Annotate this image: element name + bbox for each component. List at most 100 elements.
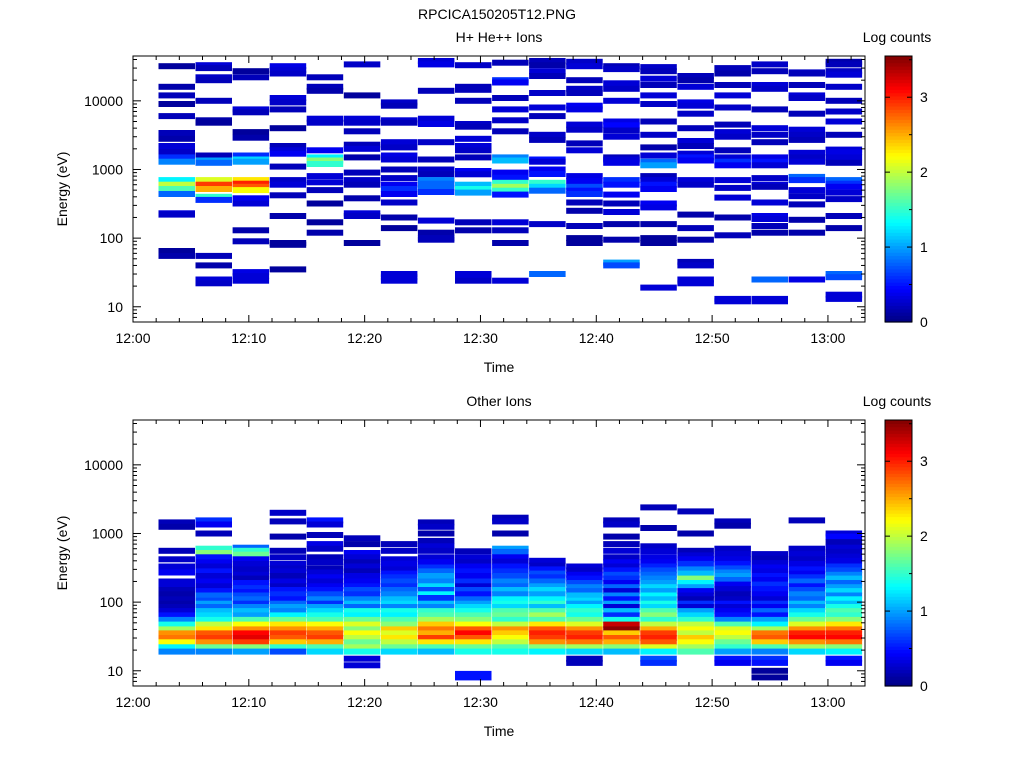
heatmap-cell: [640, 596, 677, 603]
heatmap-cell: [417, 583, 455, 590]
heatmap-cell: [566, 621, 603, 628]
heatmap-cell: [677, 236, 714, 243]
heatmap-cell: [232, 547, 270, 554]
heatmap-cell: [751, 644, 788, 651]
colorbar-segment: [885, 553, 912, 557]
x-axis-label: Time: [484, 723, 515, 739]
heatmap-cell: [158, 591, 195, 598]
colorbar-segment: [885, 426, 912, 431]
heatmap-cell: [677, 556, 714, 563]
heatmap-cell: [195, 600, 232, 607]
colorbar-segment: [885, 318, 912, 323]
heatmap-cell: [269, 547, 307, 554]
heatmap-cell: [603, 608, 640, 615]
heatmap-cell: [603, 584, 640, 591]
colorbar-segment: [885, 65, 912, 70]
colorbar-segment: [885, 109, 912, 114]
heatmap-cell: [714, 214, 751, 221]
heatmap-cell: [455, 143, 492, 149]
heatmap-cell: [603, 604, 640, 610]
heatmap-cell: [788, 578, 826, 585]
heatmap-cell: [195, 65, 232, 72]
colorbar-segment: [885, 526, 912, 531]
heatmap-cell: [529, 630, 566, 637]
heatmap-cell: [195, 568, 232, 575]
colorbar-segment: [885, 162, 912, 167]
heatmap-cell: [751, 573, 788, 579]
heatmap-cell: [232, 134, 270, 141]
x-tick-label: 12:50: [695, 694, 730, 710]
heatmap-cell: [751, 596, 788, 603]
heatmap-cell: [232, 158, 270, 165]
heatmap-cell: [158, 211, 195, 218]
heatmap-cell: [825, 196, 863, 203]
heatmap-cell: [195, 639, 232, 646]
heatmap-cell: [492, 545, 529, 552]
heatmap-cell: [306, 626, 344, 633]
heatmap-cell: [603, 133, 640, 140]
colorbar-segment: [885, 165, 912, 170]
colorbar-label: Log counts: [863, 393, 932, 409]
colorbar-segment: [885, 169, 912, 173]
heatmap-cell: [714, 612, 751, 619]
heatmap-cell: [677, 157, 714, 164]
heatmap-cell: [825, 563, 863, 570]
heatmap-cell: [566, 626, 603, 633]
heatmap-cell: [232, 592, 270, 599]
heatmap-cell: [529, 166, 566, 173]
heatmap-cell: [232, 644, 270, 651]
heatmap-cell: [714, 577, 751, 583]
heatmap-cell: [306, 173, 344, 180]
heatmap-cell: [603, 630, 640, 637]
heatmap-cell: [640, 158, 677, 165]
heatmap-cell: [603, 580, 640, 586]
heatmap-cell: [492, 179, 529, 186]
heatmap-cell: [640, 626, 677, 633]
heatmap-cell: [640, 588, 677, 595]
x-tick-label: 12:20: [347, 694, 382, 710]
heatmap-cell: [714, 184, 751, 191]
heatmap-cell: [492, 95, 529, 101]
colorbar-frame: [884, 55, 913, 323]
heatmap-cell: [417, 608, 455, 615]
heatmap-cell: [343, 644, 381, 651]
heatmap-cell: [195, 119, 232, 126]
heatmap-cell: [380, 626, 418, 633]
heatmap-cell: [343, 115, 381, 122]
heatmap-cell: [566, 77, 603, 84]
heatmap-cell: [529, 187, 566, 194]
heatmap-cell: [788, 95, 826, 101]
heatmap-cell: [825, 648, 863, 655]
heatmap-cell: [343, 541, 381, 548]
heatmap-cell: [603, 200, 640, 207]
heatmap-cell: [269, 591, 307, 598]
heatmap-cell: [380, 102, 418, 109]
heatmap-cell: [492, 583, 529, 590]
heatmap-cell: [603, 575, 640, 582]
colorbar-segment: [885, 506, 912, 511]
heatmap-cell: [714, 630, 751, 637]
heatmap-cell: [825, 588, 863, 595]
colorbar-segment: [885, 298, 912, 303]
heatmap-cell: [714, 608, 751, 615]
heatmap-cell: [603, 563, 640, 570]
heatmap-cell: [269, 181, 307, 188]
heatmap-cell: [455, 587, 492, 593]
heatmap-cell: [603, 191, 640, 198]
heatmap-cell: [455, 608, 492, 615]
colorbar-segment: [885, 255, 912, 260]
heatmap-cell: [603, 547, 640, 554]
heatmap-cell: [677, 99, 714, 106]
heatmap-cell: [417, 61, 455, 68]
heatmap-cell: [158, 648, 195, 655]
heatmap-cell: [640, 644, 677, 651]
heatmap-cell: [566, 604, 603, 610]
heatmap-cell: [566, 588, 603, 595]
colorbar-segment: [885, 636, 912, 641]
heatmap-cell: [788, 201, 826, 208]
colorbar-segment: [885, 619, 912, 624]
heatmap-cell: [788, 630, 826, 637]
colorbar-segment: [885, 543, 912, 547]
heatmap-cell: [195, 612, 232, 619]
heatmap-cell: [380, 608, 418, 615]
